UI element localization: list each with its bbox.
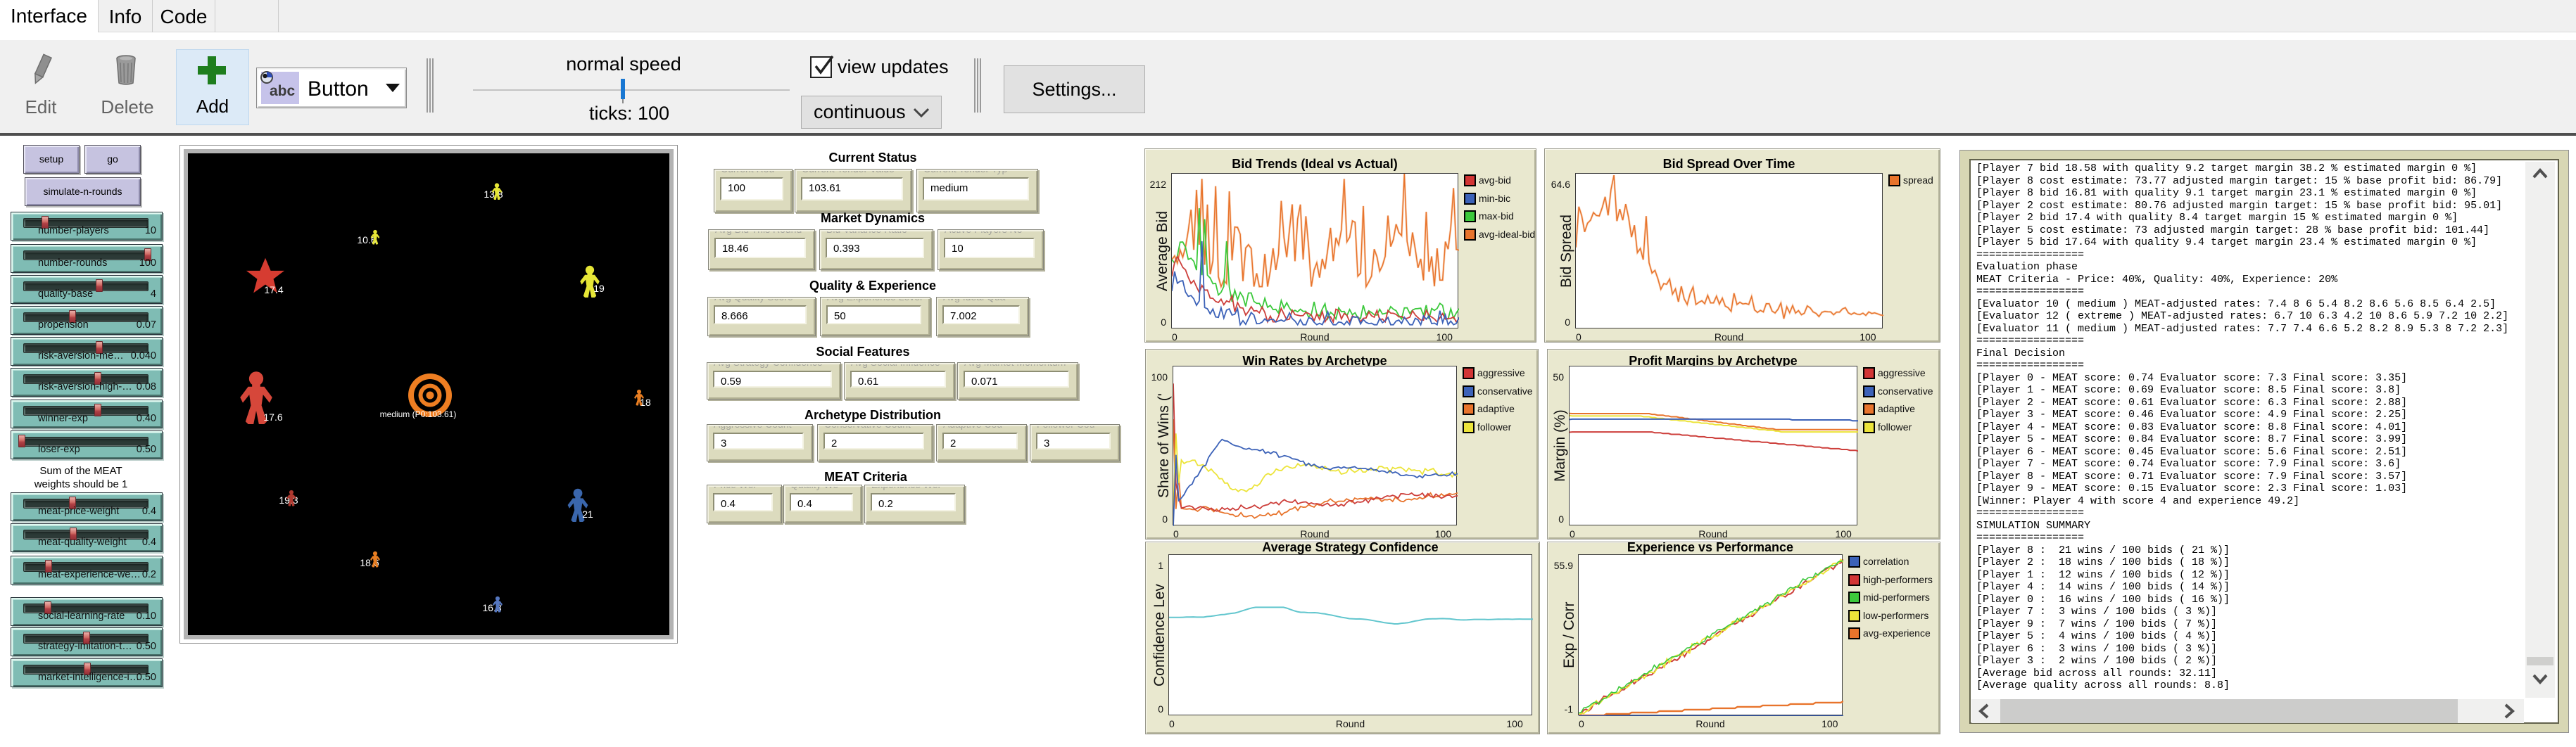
svg-text:18: 18 — [640, 397, 651, 408]
svg-text:medium (P0:103.61): medium (P0:103.61) — [380, 409, 457, 419]
svg-text:17.4: 17.4 — [264, 284, 283, 295]
svg-text:19: 19 — [593, 283, 605, 294]
svg-text:21: 21 — [582, 509, 593, 520]
svg-text:17.6: 17.6 — [263, 411, 282, 423]
